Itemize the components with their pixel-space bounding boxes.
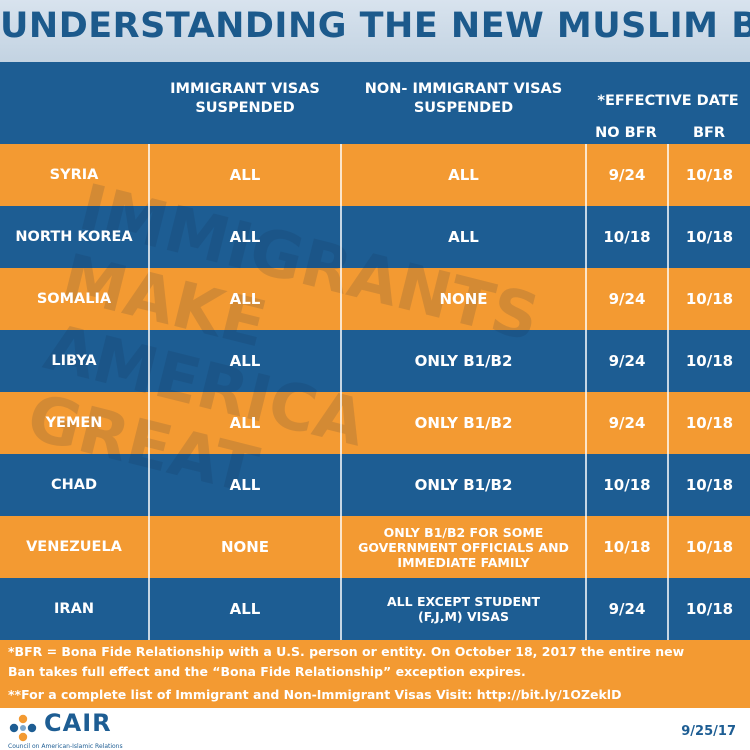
country-cell: YEMEN (45, 415, 103, 431)
title-band: UNDERSTANDING THE NEW MUSLIM BAN (0, 0, 750, 62)
row-band (0, 206, 750, 268)
no-bfr-date-cell: 9/24 (608, 290, 646, 308)
logo-subtitle: Council on American-Islamic Relations (8, 743, 123, 750)
bfr-date-cell: 10/18 (685, 600, 734, 618)
column-divider (667, 144, 669, 640)
column-divider (340, 144, 342, 640)
no-bfr-date-cell: 10/18 (603, 228, 651, 246)
immigrant-cell: ALL (229, 290, 261, 308)
non-immigrant-cell: NONE (439, 290, 488, 308)
table-header-band (0, 62, 750, 144)
cair-logo: CAIR Council on American-Islamic Relatio… (8, 709, 128, 750)
bfr-date-cell: 10/18 (685, 476, 734, 494)
non-immigrant-cell: ONLY B1/B2 (414, 352, 513, 370)
bfr-date-cell: 10/18 (685, 166, 734, 184)
no-bfr-date-cell: 9/24 (608, 166, 646, 184)
non-immigrant-cell: ONLY B1/B2 (414, 414, 513, 432)
immigrant-cell: NONE (220, 538, 270, 556)
immigrant-cell: ALL (229, 166, 261, 184)
no-bfr-date-cell: 9/24 (608, 352, 646, 370)
no-bfr-date-cell: 9/24 (608, 414, 646, 432)
immigrant-cell: ALL (229, 352, 261, 370)
cair-emblem-icon (9, 714, 37, 742)
footnote-link-line: **For a complete list of Immigrant and N… (8, 685, 621, 705)
country-cell: LIBYA (51, 353, 97, 369)
bfr-date-cell: 10/18 (685, 414, 734, 432)
page-title: UNDERSTANDING THE NEW MUSLIM BAN (0, 6, 750, 46)
publish-date: 9/25/17 (681, 724, 736, 739)
non-immigrant-cell: ONLY B1/B2 FOR SOME GOVERNMENT OFFICIALS… (358, 524, 569, 570)
column-divider (585, 144, 587, 640)
country-cell: VENEZUELA (26, 539, 122, 555)
row-band (0, 578, 750, 640)
footnote-link-prefix: **For a complete list of Immigrant and N… (8, 687, 473, 702)
country-cell: CHAD (50, 477, 98, 493)
no-bfr-date-cell: 10/18 (603, 538, 651, 556)
non-immigrant-cell: ONLY B1/B2 (414, 476, 513, 494)
logo-name: CAIR (44, 709, 112, 737)
row-band (0, 330, 750, 392)
header-effective-date: *EFFECTIVE DATE (597, 93, 739, 109)
country-cell: NORTH KOREA (15, 229, 133, 245)
non-immigrant-cell: ALL EXCEPT STUDENT (F,J,M) VISAS (386, 594, 541, 624)
row-band (0, 268, 750, 330)
country-cell: SYRIA (49, 167, 99, 183)
bfr-date-cell: 10/18 (685, 228, 734, 246)
immigrant-cell: ALL (229, 600, 261, 618)
no-bfr-date-cell: 10/18 (603, 476, 651, 494)
row-band (0, 454, 750, 516)
row-band (0, 516, 750, 578)
bfr-date-cell: 10/18 (685, 290, 734, 308)
header-immigrant-visas: IMMIGRANT VISAS SUSPENDED (170, 81, 320, 116)
immigrant-cell: ALL (229, 414, 261, 432)
footnote-bfr-line1: *BFR = Bona Fide Relationship with a U.S… (8, 644, 685, 659)
header-non-immigrant-visas: NON- IMMIGRANT VISAS SUSPENDED (364, 81, 563, 116)
header-bfr: BFR (692, 125, 726, 141)
row-band (0, 144, 750, 206)
no-bfr-date-cell: 9/24 (608, 600, 646, 618)
row-band (0, 392, 750, 454)
footnote-bfr-line2: Ban takes full effect and the “Bona Fide… (8, 664, 526, 679)
visa-list-link[interactable]: http://bit.ly/1OZeklD (476, 687, 622, 702)
non-immigrant-cell: ALL (448, 228, 479, 246)
immigrant-cell: ALL (229, 228, 261, 246)
bfr-date-cell: 10/18 (685, 538, 734, 556)
non-immigrant-cell: ALL (448, 166, 479, 184)
visa-table: IMMIGRANTS MAKE AMERICA GREAT IMMIGRANT … (0, 62, 750, 640)
bfr-date-cell: 10/18 (685, 352, 734, 370)
footnotes: *BFR = Bona Fide Relationship with a U.S… (0, 640, 750, 708)
immigrant-cell: ALL (229, 476, 261, 494)
country-cell: IRAN (54, 601, 94, 617)
column-divider (148, 144, 150, 640)
country-cell: SOMALIA (36, 291, 112, 307)
header-no-bfr: NO BFR (595, 125, 657, 141)
